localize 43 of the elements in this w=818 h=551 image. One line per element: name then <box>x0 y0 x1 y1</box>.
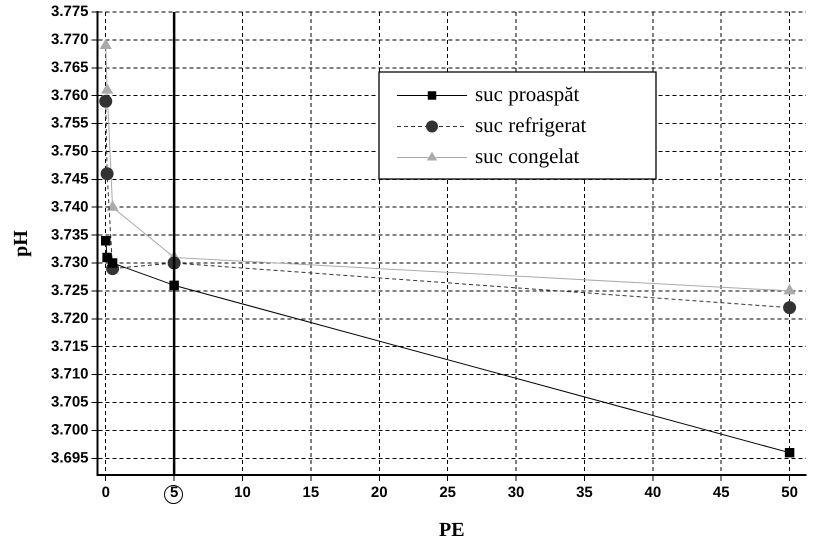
y-tick-label: 3.775 <box>50 3 89 20</box>
y-tick-label: 3.730 <box>50 254 89 272</box>
x-tick-label: 25 <box>439 484 456 502</box>
x-tick-label: 20 <box>370 484 388 502</box>
legend-label: suc congelat <box>475 144 580 168</box>
y-tick-label: 3.720 <box>50 310 89 327</box>
y-tick-label: 3.770 <box>50 31 89 48</box>
point <box>784 284 796 294</box>
y-tick-label: 3.765 <box>50 58 89 76</box>
x-tick-label: 35 <box>576 484 593 502</box>
y-tick-label: 3.715 <box>50 338 89 355</box>
x-tick-label: 10 <box>234 484 251 502</box>
x-tick-label: 45 <box>712 484 730 502</box>
y-tick-label: 3.750 <box>50 142 89 160</box>
x-tick-label: 15 <box>302 484 320 502</box>
point <box>783 301 796 314</box>
point <box>108 258 118 268</box>
legend-label: suc refrigerat <box>475 113 587 138</box>
y-tick-label: 3.745 <box>50 170 89 188</box>
point <box>100 167 114 180</box>
point <box>784 448 794 458</box>
y-tick-label: 3.740 <box>50 198 89 216</box>
x-axis-title: PE <box>438 519 465 542</box>
x-tick-label: 0 <box>102 484 110 502</box>
point <box>101 84 113 94</box>
y-axis-title: pH <box>10 230 32 257</box>
point <box>100 38 112 49</box>
point <box>101 236 110 246</box>
point <box>99 94 112 108</box>
y-tick-label: 3.725 <box>50 282 89 300</box>
y-tick-label: 3.735 <box>50 226 89 244</box>
y-tick-label: 3.760 <box>50 86 89 104</box>
point <box>106 200 118 211</box>
y-tick-label: 3.755 <box>50 114 89 132</box>
y-tick-label: 3.700 <box>50 422 89 439</box>
x-tick-label: 30 <box>508 484 524 502</box>
x-tick-label: 50 <box>781 484 798 502</box>
legend-label: suc proaspăt <box>475 82 580 106</box>
y-tick-label: 3.695 <box>50 449 89 466</box>
x-tick-label: 5 <box>170 484 178 502</box>
y-tick-label: 3.705 <box>50 394 89 411</box>
x-tick-label: 40 <box>644 484 662 502</box>
y-tick-label: 3.710 <box>50 366 89 383</box>
